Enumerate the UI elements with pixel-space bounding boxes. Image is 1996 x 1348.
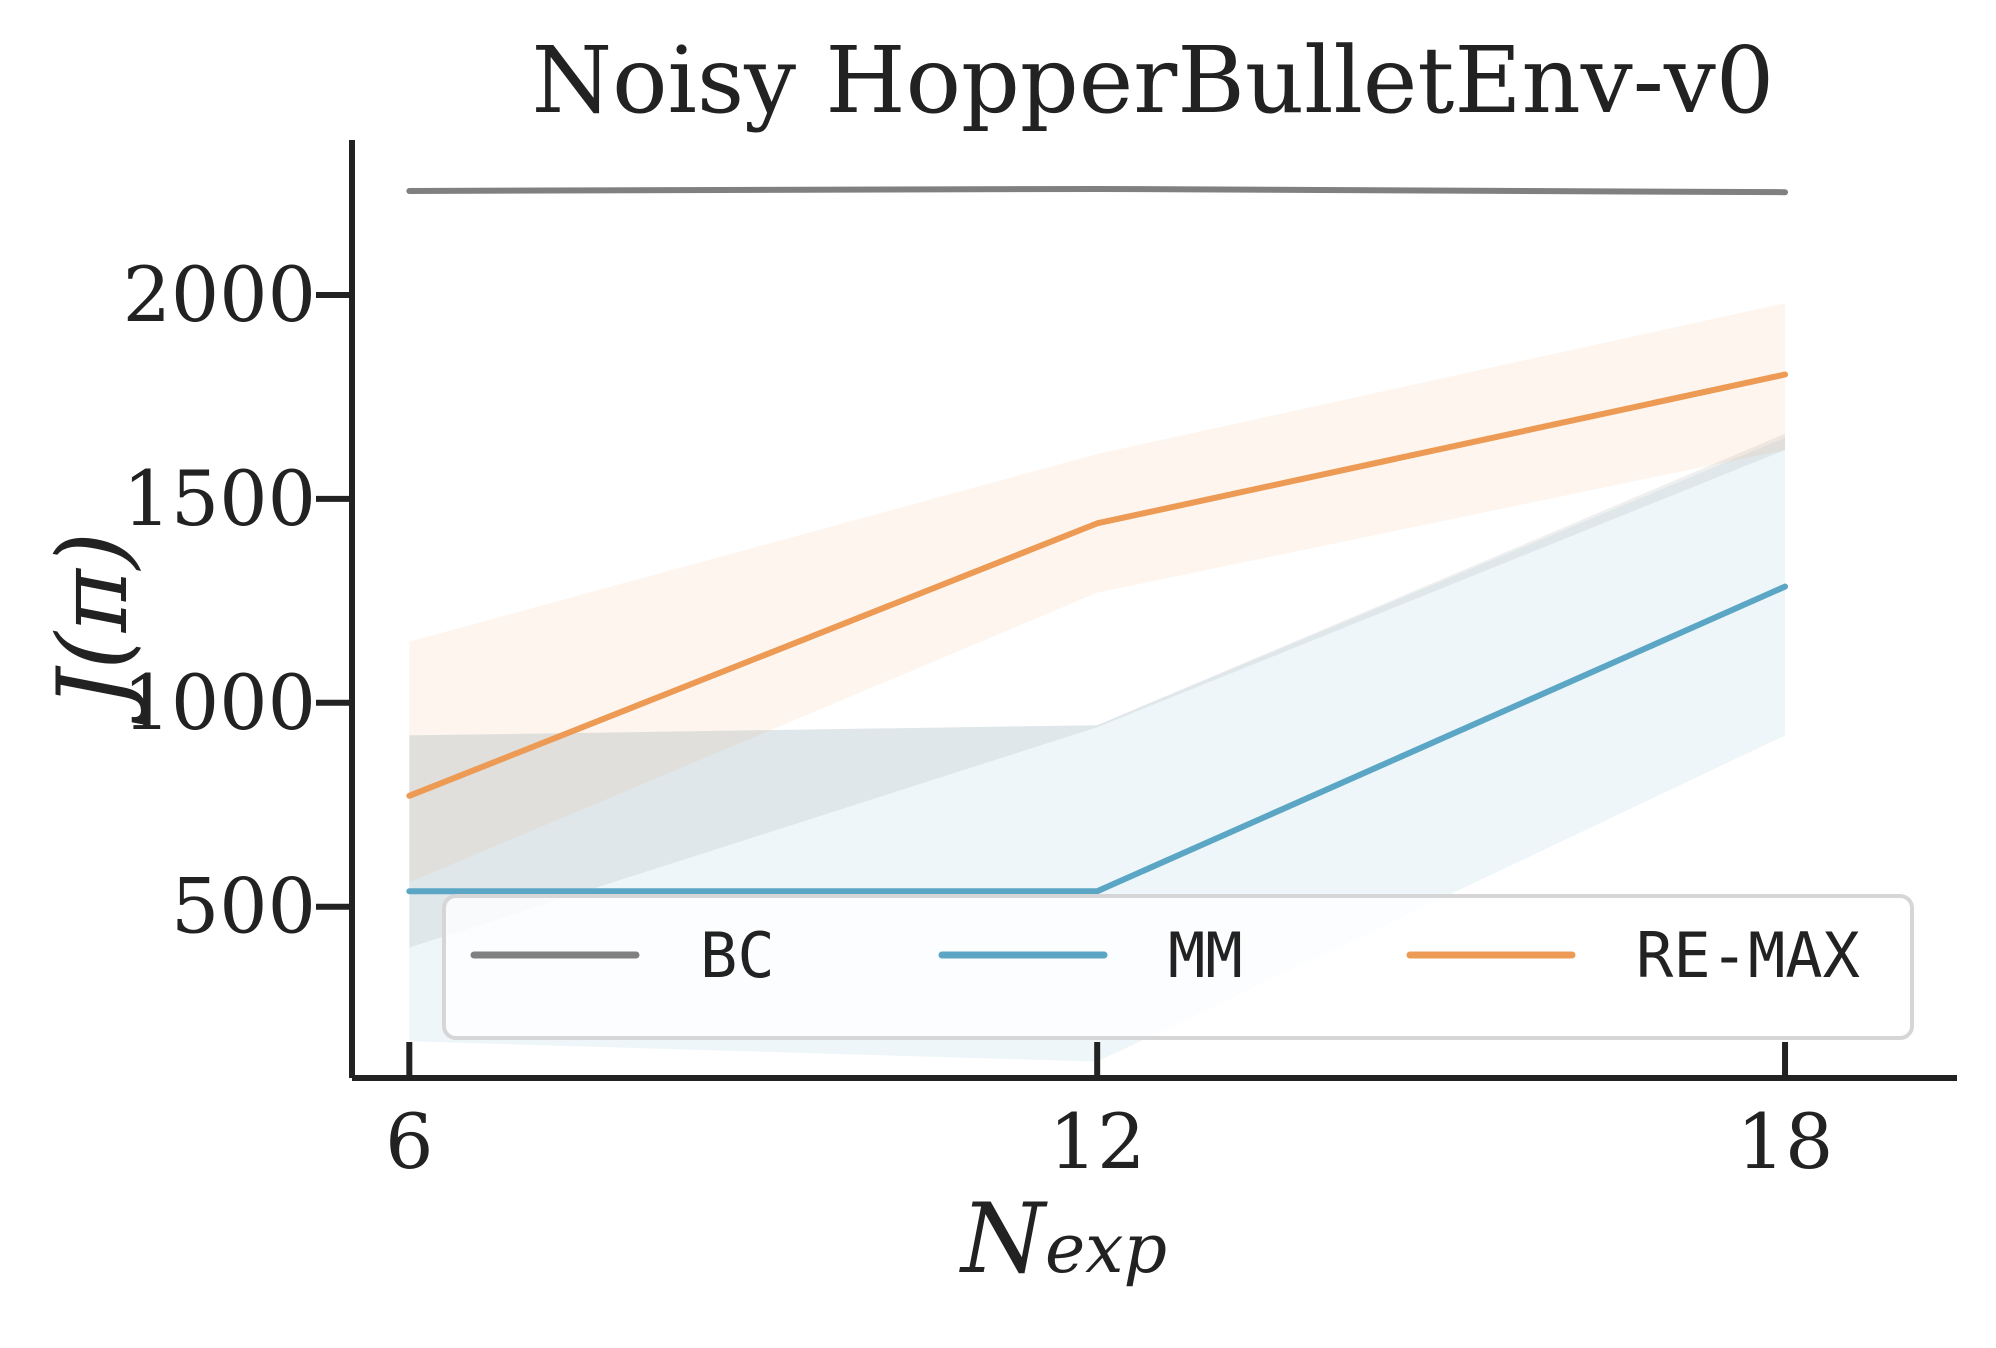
x-axis-label-subscript: exp [1045,1210,1167,1289]
x-axis-label-main: N [959,1183,1048,1295]
y-tick-label-2000: 2000 [123,250,316,339]
band-bc [409,433,1786,948]
y-axis-label: J(π) [37,532,149,725]
legend-box [442,894,1914,1040]
x-tick-label-18: 18 [1737,1097,1834,1186]
legend-label-bc: BC [700,919,775,992]
x-ticks: 6 12 18 [385,1042,1833,1186]
legend-label-mm: MM [1168,919,1243,992]
legend: BC MM RE-MAX [442,894,1914,1040]
chart-title: Noisy HopperBulletEnv-v0 [532,27,1775,134]
y-tick-label-1500: 1500 [123,454,316,543]
line-bc [406,185,1789,196]
series-lines [406,185,1789,895]
y-ticks: 500 1000 1500 2000 [123,250,352,951]
legend-label-re-max: RE-MAX [1636,919,1860,992]
legend-items: BC MM RE-MAX [470,919,1860,992]
x-tick-label-6: 6 [385,1097,433,1186]
x-axis-label: Nexp [959,1183,1167,1295]
y-tick-label-500: 500 [171,862,316,951]
x-tick-label-12: 12 [1049,1097,1146,1186]
y-tick-label-1000: 1000 [123,658,316,747]
